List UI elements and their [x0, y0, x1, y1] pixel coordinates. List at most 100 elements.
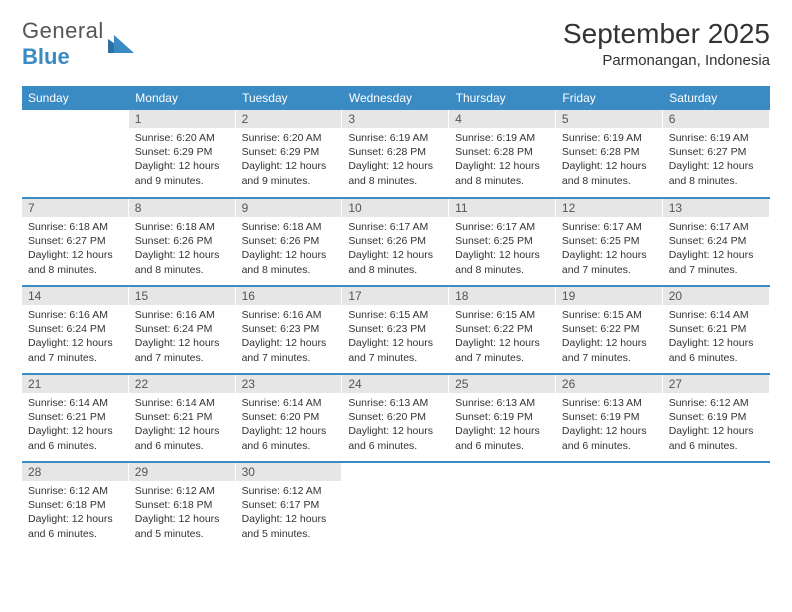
day-number: 29	[129, 463, 236, 481]
day-details: Sunrise: 6:19 AMSunset: 6:28 PMDaylight:…	[556, 128, 663, 192]
day-details: Sunrise: 6:18 AMSunset: 6:27 PMDaylight:…	[22, 217, 129, 281]
daylight-text: Daylight: 12 hours and 5 minutes.	[242, 512, 337, 540]
calendar-cell: 6Sunrise: 6:19 AMSunset: 6:27 PMDaylight…	[663, 110, 770, 198]
calendar-cell: 17Sunrise: 6:15 AMSunset: 6:23 PMDayligh…	[342, 286, 449, 374]
calendar-cell: 4Sunrise: 6:19 AMSunset: 6:28 PMDaylight…	[449, 110, 556, 198]
daylight-text: Daylight: 12 hours and 8 minutes.	[455, 159, 550, 187]
sunset-text: Sunset: 6:27 PM	[28, 234, 123, 248]
calendar-cell	[663, 462, 770, 550]
day-header: Thursday	[449, 86, 556, 110]
day-header: Tuesday	[236, 86, 343, 110]
calendar-cell	[22, 110, 129, 198]
sunrise-text: Sunrise: 6:16 AM	[28, 308, 123, 322]
sunset-text: Sunset: 6:20 PM	[348, 410, 443, 424]
day-number: 9	[236, 199, 343, 217]
calendar-cell	[342, 462, 449, 550]
day-details: Sunrise: 6:12 AMSunset: 6:17 PMDaylight:…	[236, 481, 343, 545]
sunrise-text: Sunrise: 6:17 AM	[455, 220, 550, 234]
daylight-text: Daylight: 12 hours and 7 minutes.	[242, 336, 337, 364]
day-number: 2	[236, 110, 343, 128]
sunrise-text: Sunrise: 6:17 AM	[562, 220, 657, 234]
daylight-text: Daylight: 12 hours and 6 minutes.	[669, 424, 764, 452]
calendar-cell: 18Sunrise: 6:15 AMSunset: 6:22 PMDayligh…	[449, 286, 556, 374]
day-details: Sunrise: 6:14 AMSunset: 6:21 PMDaylight:…	[129, 393, 236, 457]
sunset-text: Sunset: 6:21 PM	[135, 410, 230, 424]
sunrise-text: Sunrise: 6:19 AM	[348, 131, 443, 145]
day-details: Sunrise: 6:19 AMSunset: 6:27 PMDaylight:…	[663, 128, 770, 192]
day-details: Sunrise: 6:12 AMSunset: 6:19 PMDaylight:…	[663, 393, 770, 457]
daylight-text: Daylight: 12 hours and 9 minutes.	[242, 159, 337, 187]
day-number: 21	[22, 375, 129, 393]
calendar-cell: 21Sunrise: 6:14 AMSunset: 6:21 PMDayligh…	[22, 374, 129, 462]
day-number: 13	[663, 199, 770, 217]
calendar-cell: 20Sunrise: 6:14 AMSunset: 6:21 PMDayligh…	[663, 286, 770, 374]
sunset-text: Sunset: 6:17 PM	[242, 498, 337, 512]
sunrise-text: Sunrise: 6:16 AM	[242, 308, 337, 322]
daylight-text: Daylight: 12 hours and 6 minutes.	[135, 424, 230, 452]
calendar-week-row: 14Sunrise: 6:16 AMSunset: 6:24 PMDayligh…	[22, 286, 770, 374]
day-number: 20	[663, 287, 770, 305]
day-details: Sunrise: 6:18 AMSunset: 6:26 PMDaylight:…	[129, 217, 236, 281]
logo-text-blue: Blue	[22, 44, 70, 69]
calendar-cell: 15Sunrise: 6:16 AMSunset: 6:24 PMDayligh…	[129, 286, 236, 374]
sunrise-text: Sunrise: 6:13 AM	[455, 396, 550, 410]
day-details: Sunrise: 6:16 AMSunset: 6:23 PMDaylight:…	[236, 305, 343, 369]
day-number: 24	[342, 375, 449, 393]
calendar-cell: 22Sunrise: 6:14 AMSunset: 6:21 PMDayligh…	[129, 374, 236, 462]
daylight-text: Daylight: 12 hours and 8 minutes.	[348, 159, 443, 187]
day-number: 3	[342, 110, 449, 128]
calendar-cell: 27Sunrise: 6:12 AMSunset: 6:19 PMDayligh…	[663, 374, 770, 462]
day-details: Sunrise: 6:13 AMSunset: 6:19 PMDaylight:…	[449, 393, 556, 457]
sunset-text: Sunset: 6:23 PM	[242, 322, 337, 336]
day-number: 17	[342, 287, 449, 305]
calendar-cell: 24Sunrise: 6:13 AMSunset: 6:20 PMDayligh…	[342, 374, 449, 462]
day-number	[449, 463, 556, 467]
calendar-week-row: 28Sunrise: 6:12 AMSunset: 6:18 PMDayligh…	[22, 462, 770, 550]
sunrise-text: Sunrise: 6:14 AM	[669, 308, 764, 322]
calendar-cell: 8Sunrise: 6:18 AMSunset: 6:26 PMDaylight…	[129, 198, 236, 286]
day-details: Sunrise: 6:14 AMSunset: 6:20 PMDaylight:…	[236, 393, 343, 457]
calendar-cell: 14Sunrise: 6:16 AMSunset: 6:24 PMDayligh…	[22, 286, 129, 374]
daylight-text: Daylight: 12 hours and 8 minutes.	[28, 248, 123, 276]
day-number: 12	[556, 199, 663, 217]
sunset-text: Sunset: 6:24 PM	[135, 322, 230, 336]
calendar-week-row: 1Sunrise: 6:20 AMSunset: 6:29 PMDaylight…	[22, 110, 770, 198]
sunset-text: Sunset: 6:26 PM	[135, 234, 230, 248]
sunrise-text: Sunrise: 6:17 AM	[348, 220, 443, 234]
logo: General Blue	[22, 18, 134, 70]
calendar-cell: 9Sunrise: 6:18 AMSunset: 6:26 PMDaylight…	[236, 198, 343, 286]
day-details: Sunrise: 6:12 AMSunset: 6:18 PMDaylight:…	[22, 481, 129, 545]
sunset-text: Sunset: 6:19 PM	[562, 410, 657, 424]
daylight-text: Daylight: 12 hours and 6 minutes.	[669, 336, 764, 364]
calendar-cell: 25Sunrise: 6:13 AMSunset: 6:19 PMDayligh…	[449, 374, 556, 462]
day-details: Sunrise: 6:12 AMSunset: 6:18 PMDaylight:…	[129, 481, 236, 545]
day-number: 7	[22, 199, 129, 217]
sunrise-text: Sunrise: 6:15 AM	[348, 308, 443, 322]
sunset-text: Sunset: 6:22 PM	[455, 322, 550, 336]
day-number: 22	[129, 375, 236, 393]
day-details: Sunrise: 6:18 AMSunset: 6:26 PMDaylight:…	[236, 217, 343, 281]
sunrise-text: Sunrise: 6:19 AM	[455, 131, 550, 145]
sunset-text: Sunset: 6:18 PM	[135, 498, 230, 512]
day-number: 23	[236, 375, 343, 393]
day-details: Sunrise: 6:15 AMSunset: 6:23 PMDaylight:…	[342, 305, 449, 369]
day-details: Sunrise: 6:13 AMSunset: 6:19 PMDaylight:…	[556, 393, 663, 457]
sunrise-text: Sunrise: 6:12 AM	[135, 484, 230, 498]
sunrise-text: Sunrise: 6:19 AM	[562, 131, 657, 145]
sunset-text: Sunset: 6:28 PM	[348, 145, 443, 159]
header: General Blue September 2025 Parmonangan,…	[22, 18, 770, 70]
day-number	[556, 463, 663, 467]
calendar-week-row: 7Sunrise: 6:18 AMSunset: 6:27 PMDaylight…	[22, 198, 770, 286]
calendar-cell: 30Sunrise: 6:12 AMSunset: 6:17 PMDayligh…	[236, 462, 343, 550]
calendar-cell: 1Sunrise: 6:20 AMSunset: 6:29 PMDaylight…	[129, 110, 236, 198]
daylight-text: Daylight: 12 hours and 7 minutes.	[348, 336, 443, 364]
sunset-text: Sunset: 6:24 PM	[28, 322, 123, 336]
sunset-text: Sunset: 6:19 PM	[669, 410, 764, 424]
daylight-text: Daylight: 12 hours and 7 minutes.	[135, 336, 230, 364]
sunset-text: Sunset: 6:24 PM	[669, 234, 764, 248]
day-details: Sunrise: 6:17 AMSunset: 6:26 PMDaylight:…	[342, 217, 449, 281]
sunrise-text: Sunrise: 6:20 AM	[135, 131, 230, 145]
daylight-text: Daylight: 12 hours and 7 minutes.	[562, 336, 657, 364]
day-number: 16	[236, 287, 343, 305]
daylight-text: Daylight: 12 hours and 6 minutes.	[28, 424, 123, 452]
